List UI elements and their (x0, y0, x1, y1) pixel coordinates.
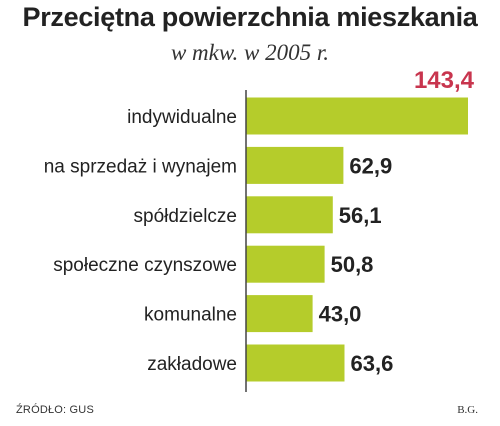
category-label-4: komunalne (144, 305, 237, 326)
category-label-2: spółdzielcze (134, 206, 238, 227)
category-label-3: społeczne czynszowe (53, 255, 237, 276)
value-label-2: 56,1 (339, 203, 382, 228)
category-label-5: zakładowe (147, 354, 237, 375)
value-label-1: 62,9 (349, 153, 392, 178)
bar-3 (246, 245, 325, 283)
value-label-0: 143,4 (414, 67, 475, 94)
value-label-5: 63,6 (351, 351, 394, 376)
value-label-4: 43,0 (319, 302, 362, 327)
chart-subtitle: w mkw. w 2005 r. (170, 40, 330, 65)
chart-title: Przeciętna powierzchnia mieszkania (22, 2, 478, 32)
bar-5 (246, 344, 345, 382)
bar-2 (246, 196, 333, 234)
bar-1 (246, 146, 344, 184)
category-label-0: indywidualne (127, 107, 237, 128)
bar-4 (246, 295, 313, 333)
category-label-1: na sprzedaż i wynajem (44, 156, 237, 177)
author-credit: B.G. (457, 404, 478, 416)
value-label-3: 50,8 (331, 252, 374, 277)
source-note: ŹRÓDŁO: GUS (16, 404, 94, 416)
bar-0 (246, 97, 468, 135)
